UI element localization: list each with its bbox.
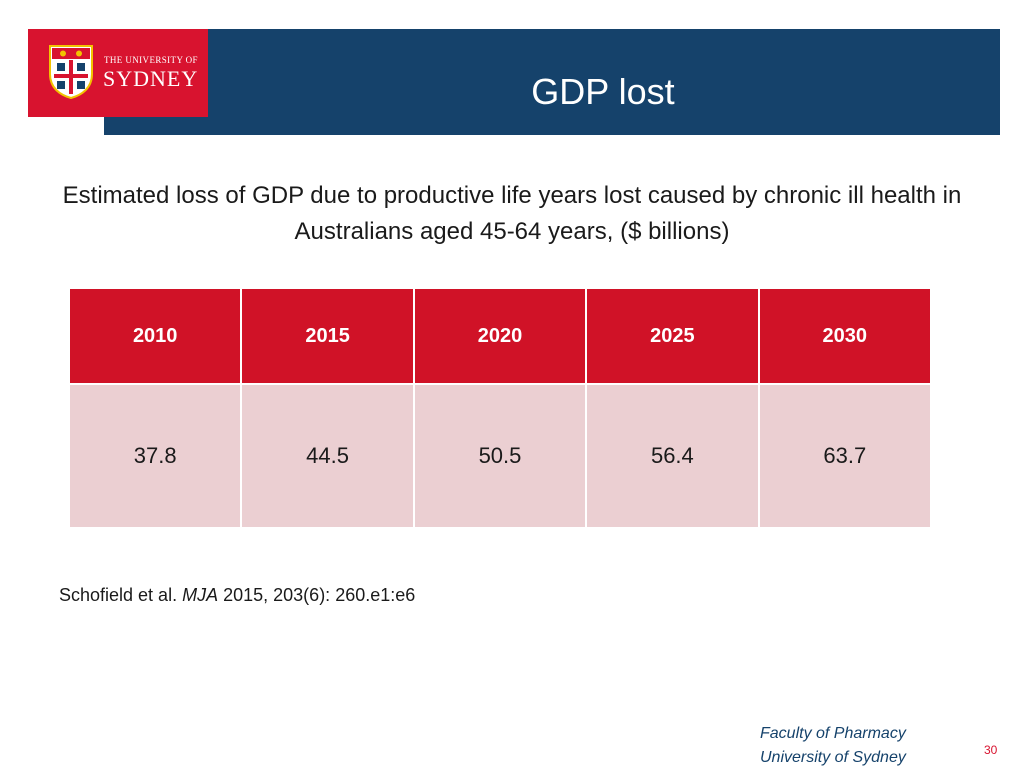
year-header: 2010 <box>67 287 243 385</box>
citation-details: 2015, 203(6): 260.e1:e6 <box>223 585 416 605</box>
table-row: 37.8 44.5 50.5 56.4 63.7 <box>67 383 933 529</box>
gdp-loss-table: 2010 2015 2020 2025 2030 37.8 44.5 50.5 … <box>67 287 933 529</box>
year-header: 2020 <box>412 287 588 385</box>
footer-line-faculty: Faculty of Pharmacy <box>760 725 906 742</box>
slide-title: GDP lost <box>531 71 675 112</box>
logo-text-large: SYDNEY <box>103 66 199 91</box>
page-number: 30 <box>984 743 998 757</box>
year-header: 2030 <box>757 287 933 385</box>
citation-journal: MJA <box>182 585 219 605</box>
slide-subtitle: Estimated loss of GDP due to productive … <box>62 182 962 245</box>
citation: Schofield et al. MJA 2015, 203(6): 260.e… <box>59 585 415 606</box>
gdp-loss-value: 44.5 <box>240 383 415 529</box>
gdp-loss-value: 50.5 <box>412 383 588 529</box>
gdp-loss-value: 56.4 <box>585 383 760 529</box>
year-header: 2025 <box>585 287 760 385</box>
header-bar <box>104 29 1000 135</box>
logo-text-small: THE UNIVERSITY OF <box>104 55 198 65</box>
year-header: 2015 <box>240 287 415 385</box>
table-header-row: 2010 2015 2020 2025 2030 <box>67 287 933 385</box>
gdp-loss-value: 63.7 <box>757 383 933 529</box>
university-logo: THE UNIVERSITY OF SYDNEY <box>28 29 208 117</box>
footer-line-university: University of Sydney <box>760 749 906 766</box>
footer-faculty: Faculty of Pharmacy University of Sydney <box>760 722 906 770</box>
university-crest-icon <box>49 45 93 100</box>
gdp-loss-value: 37.8 <box>67 383 243 529</box>
citation-authors: Schofield et al. <box>59 585 178 605</box>
